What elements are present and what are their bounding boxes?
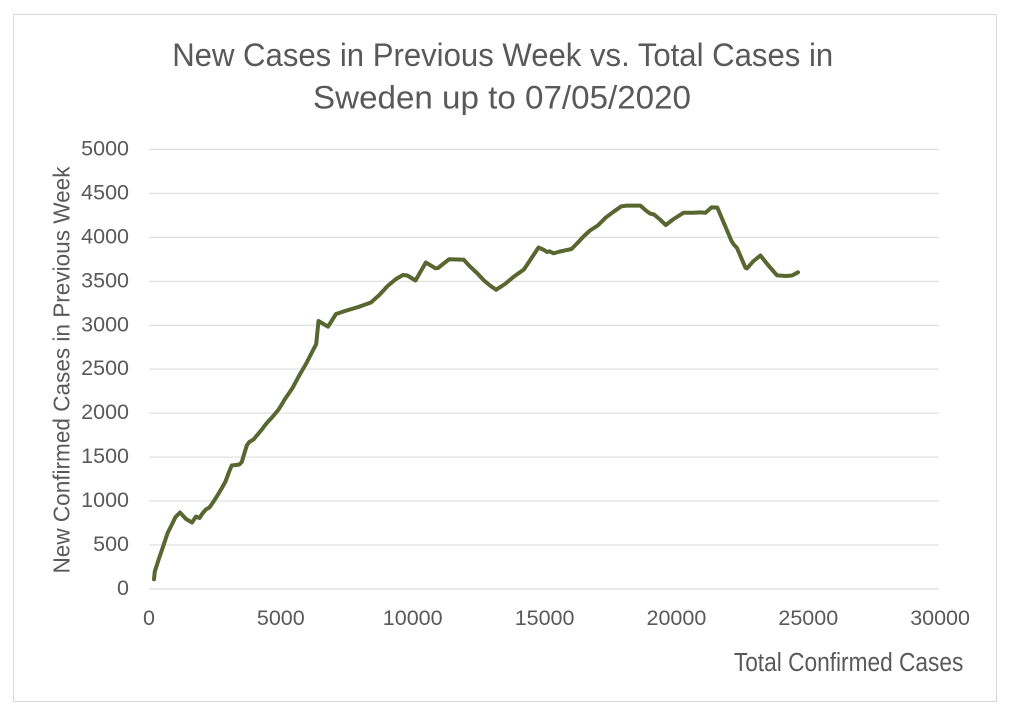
svg-text:5000: 5000 (81, 136, 129, 160)
svg-text:3000: 3000 (81, 312, 129, 336)
svg-text:2500: 2500 (81, 356, 129, 380)
svg-text:New Confirmed Cases in Previou: New Confirmed Cases in Previous Week (49, 166, 75, 573)
svg-text:Sweden up to 07/05/2020: Sweden up to 07/05/2020 (313, 80, 691, 116)
svg-text:15000: 15000 (515, 606, 575, 630)
svg-text:Total Confirmed Cases: Total Confirmed Cases (734, 649, 964, 677)
svg-text:20000: 20000 (647, 606, 707, 630)
svg-text:4500: 4500 (81, 180, 129, 204)
svg-text:3500: 3500 (81, 268, 129, 292)
svg-text:5000: 5000 (257, 606, 305, 630)
svg-text:0: 0 (117, 576, 129, 600)
svg-text:30000: 30000 (910, 606, 970, 630)
svg-text:10000: 10000 (383, 606, 443, 630)
svg-text:1500: 1500 (81, 444, 129, 468)
svg-text:1000: 1000 (81, 488, 129, 512)
svg-text:4000: 4000 (81, 224, 129, 248)
svg-text:New Cases in Previous Week vs.: New Cases in Previous Week vs. Total Cas… (172, 37, 833, 73)
svg-text:2000: 2000 (81, 400, 129, 424)
svg-text:500: 500 (93, 532, 129, 556)
svg-text:25000: 25000 (778, 606, 838, 630)
svg-text:0: 0 (143, 606, 155, 630)
